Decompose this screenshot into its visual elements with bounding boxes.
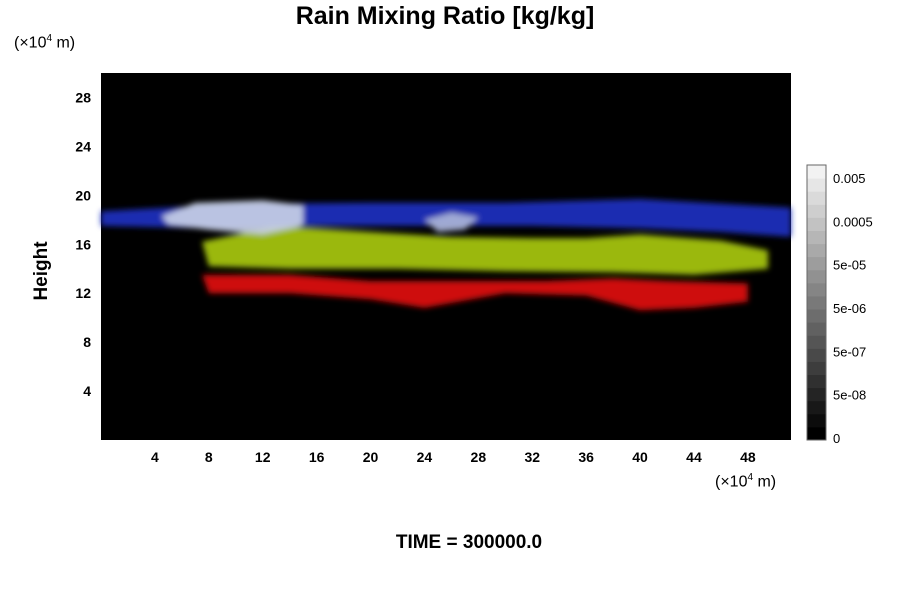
colorbar-level-20 [807,165,826,179]
field-layer-0 [202,274,748,311]
x-tick-36: 36 [578,449,594,465]
colorbar [806,164,827,441]
colorbar-level-8 [807,322,826,336]
y-tick-28: 28 [75,89,91,105]
x-tick-12: 12 [255,449,271,465]
colorbar-level-1 [807,413,826,428]
y-tick-8: 8 [83,334,91,350]
colorbar-level-18 [807,191,826,205]
field-layer-1 [202,225,769,275]
field-layers [101,199,791,311]
x-tick-24: 24 [417,449,433,465]
y-tick-20: 20 [75,187,91,203]
colorbar-level-4 [807,374,826,389]
field-layer-3 [161,200,304,235]
colorbar-label-3: 5e-06 [833,301,866,316]
chart-title: Rain Mixing Ratio [kg/kg] [295,2,595,30]
colorbar-label-5: 5e-08 [833,388,866,403]
colorbar-level-19 [807,178,826,192]
colorbar-level-14 [807,243,826,258]
x-axis-unit: (×104 m) [715,472,777,491]
colorbar-level-11 [807,282,826,297]
y-tick-labels: 4 8 12 16 20 24 28 [75,89,91,399]
colorbar-label-1: 0.0005 [833,214,873,229]
colorbar-label-0: 0.005 [833,171,866,186]
time-label: TIME = 300000.0 [395,532,543,553]
x-tick-8: 8 [205,449,213,465]
colorbar-level-3 [807,387,826,402]
y-tick-4: 4 [83,383,91,399]
colorbar-level-15 [807,230,826,245]
field-layer-4 [424,212,479,232]
colorbar-level-12 [807,269,826,284]
colorbar-label-4: 5e-07 [833,344,866,359]
colorbar-level-6 [807,348,826,362]
y-tick-24: 24 [75,138,91,154]
x-tick-28: 28 [471,449,487,465]
colorbar-level-17 [807,204,826,218]
x-tick-16: 16 [309,449,325,465]
colorbar-level-16 [807,217,826,231]
colorbar-border [806,164,827,441]
colorbar-level-5 [807,361,826,376]
x-tick-20: 20 [363,449,379,465]
y-tick-12: 12 [75,285,91,301]
colorbar-level-2 [807,400,826,415]
colorbar-level-0 [807,426,826,441]
x-tick-32: 32 [524,449,540,465]
colorbar-labels: 0.005 0.0005 5e-05 5e-06 5e-07 5e-08 0 [833,171,873,446]
colorbar-level-13 [807,256,826,271]
colorbar-label-2: 5e-05 [833,258,866,273]
colorbar-label-6: 0 [833,431,840,446]
x-tick-4: 4 [151,449,159,465]
colorbar-level-10 [807,295,826,310]
y-tick-16: 16 [75,236,91,252]
x-tick-44: 44 [686,449,702,465]
y-axis-unit: (×104 m) [14,33,76,52]
colorbar-level-7 [807,335,826,349]
x-tick-labels: 4 8 12 16 20 24 28 32 36 40 44 48 [151,449,756,465]
colorbar-level-9 [807,309,826,323]
x-tick-40: 40 [632,449,648,465]
x-tick-48: 48 [740,449,756,465]
